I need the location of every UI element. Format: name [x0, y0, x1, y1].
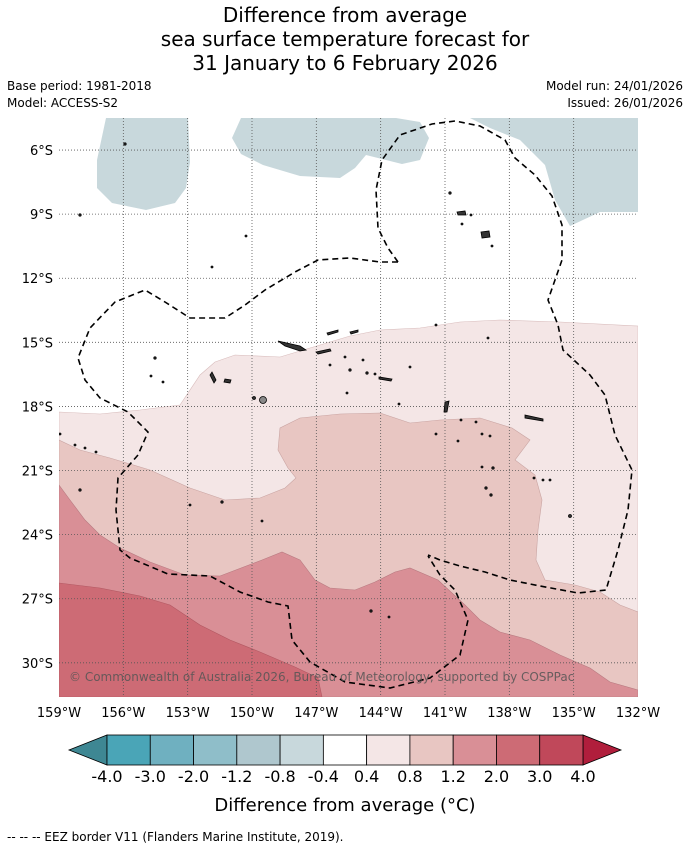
x-tick-label: 132°W	[616, 706, 660, 721]
colorbar-label: Difference from average (°C)	[214, 795, 475, 816]
colorbar-tick-label: -0.4	[308, 767, 339, 786]
y-tick-label: 21°S	[22, 465, 53, 480]
chart-title: Difference from average sea surface temp…	[0, 3, 690, 75]
x-tick-label: 153°W	[166, 706, 210, 721]
colorbar-tick-label: 4.0	[570, 767, 595, 786]
islands	[59, 142, 572, 619]
y-tick-label: 27°S	[22, 593, 53, 608]
eez-footnote: -- -- -- EEZ border V11 (Flanders Marine…	[7, 830, 344, 844]
colorbar-tick-label: -0.8	[264, 767, 295, 786]
meta-right: Model run: 24/01/2026 Issued: 26/01/2026	[546, 78, 683, 112]
y-tick-label: 24°S	[22, 529, 53, 544]
meta-left: Base period: 1981-2018 Model: ACCESS-S2	[7, 78, 152, 112]
colorbar-segment	[236, 734, 281, 766]
cool-region-nw	[97, 118, 190, 210]
colorbar-segment	[366, 734, 411, 766]
y-tick-label: 30°S	[22, 657, 53, 672]
colorbar-segment	[452, 734, 497, 766]
y-tick-label: 18°S	[22, 400, 53, 415]
colorbar-segment	[496, 734, 541, 766]
y-tick-label: 9°S	[30, 208, 53, 223]
warm-region-strong	[59, 582, 323, 697]
x-tick-label: 138°W	[487, 706, 531, 721]
x-tick-label: 144°W	[359, 706, 403, 721]
map-area: © Commonwealth of Australia 2026, Bureau…	[59, 118, 638, 697]
title-line-2: sea surface temperature forecast for	[160, 27, 530, 51]
colorbar-tick-label: -4.0	[91, 767, 122, 786]
colorbar-tick-label: -3.0	[135, 767, 166, 786]
colorbar-segment	[279, 734, 324, 766]
colorbar-tick-label: -2.0	[178, 767, 209, 786]
x-tick-label: 150°W	[230, 706, 274, 721]
x-tick-label: 141°W	[423, 706, 467, 721]
colorbar-tick-label: 3.0	[527, 767, 552, 786]
cool-region-north	[232, 118, 429, 178]
title-line-1: Difference from average	[222, 3, 468, 27]
colorbar-segment	[539, 734, 584, 766]
cool-region-ne	[470, 118, 638, 226]
colorbar-segment	[322, 734, 368, 766]
colorbar-tick-label: 0.8	[397, 767, 422, 786]
colorbar-segment	[149, 734, 194, 766]
colorbar-segment	[409, 734, 454, 766]
colorbar-tick-label: 0.4	[354, 767, 379, 786]
y-tick-label: 12°S	[22, 272, 53, 287]
issued-text: Issued: 26/01/2026	[567, 96, 683, 110]
colorbar-tick-label: 1.2	[440, 767, 465, 786]
gridlines	[59, 118, 638, 697]
title-line-3: 31 January to 6 February 2026	[192, 51, 498, 75]
x-tick-label: 156°W	[101, 706, 145, 721]
eez-border-west	[77, 257, 469, 689]
model-run-text: Model run: 24/01/2026	[545, 79, 683, 93]
colorbar-segment	[193, 734, 238, 766]
base-period-text: Base period: 1981-2018	[7, 79, 152, 93]
colorbar-under-arrow	[67, 734, 108, 766]
copyright-text: © Commonwealth of Australia 2026, Bureau…	[69, 670, 574, 684]
colorbar: -4.0 -3.0 -2.0 -1.2 -0.8 -0.4 0.4 0.8 1.2 2.0 3.0 4…	[67, 734, 623, 816]
x-tick-label: 135°W	[552, 706, 596, 721]
x-tick-label: 159°W	[37, 706, 81, 721]
y-axis: 6°S 9°S 12°S 15°S 18°S 21°S 24°S 27°S 30°S	[22, 144, 53, 672]
eez-border-north	[375, 120, 633, 594]
colorbar-over-arrow	[582, 734, 623, 766]
colorbar-tick-label: 2.0	[484, 767, 509, 786]
colorbar-segment	[106, 734, 151, 766]
colorbar-tick-label: -1.2	[221, 767, 252, 786]
x-tick-label: 147°W	[294, 706, 338, 721]
y-tick-label: 15°S	[22, 336, 53, 351]
x-axis: 159°W 156°W 153°W 150°W 147°W 144°W 141°W 138°W…	[37, 706, 660, 721]
y-tick-label: 6°S	[30, 144, 53, 159]
model-text: Model: ACCESS-S2	[7, 96, 119, 110]
